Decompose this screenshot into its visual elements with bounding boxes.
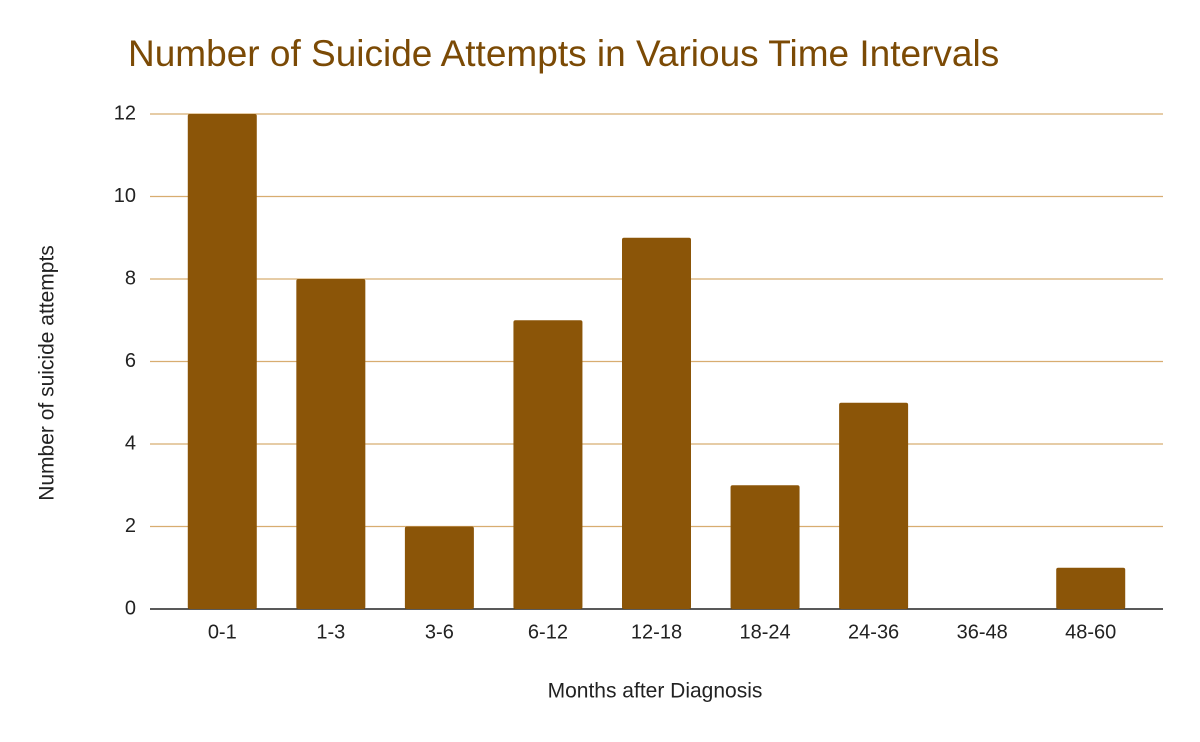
y-tick-label: 8 [125, 267, 136, 289]
x-tick-label: 36-48 [957, 621, 1008, 643]
x-axis-label: Months after Diagnosis [548, 680, 763, 703]
bar [513, 320, 583, 609]
bar [187, 114, 257, 609]
bar [296, 279, 366, 609]
y-tick-label: 2 [125, 515, 136, 537]
chart-title: Number of Suicide Attempts in Various Ti… [128, 33, 999, 74]
bar [839, 402, 909, 609]
x-tick-label: 18-24 [739, 621, 790, 643]
bar [730, 485, 800, 609]
y-tick-label: 0 [125, 597, 136, 619]
x-tick-label: 3-6 [425, 621, 454, 643]
x-tick-label: 24-36 [848, 621, 899, 643]
x-tick-label: 6-12 [528, 621, 568, 643]
y-tick-label: 4 [125, 432, 136, 454]
x-tick-label: 1-3 [316, 621, 345, 643]
bar [1056, 567, 1126, 609]
y-axis-label: Number of suicide attempts [36, 245, 59, 501]
y-tick-label: 6 [125, 350, 136, 372]
x-tick-label: 12-18 [631, 621, 682, 643]
x-tick-label: 0-1 [208, 621, 237, 643]
y-tick-label: 12 [114, 102, 136, 124]
bar [622, 237, 691, 609]
y-tick-label: 10 [114, 185, 136, 207]
x-tick-label: 48-60 [1065, 621, 1116, 643]
bar [404, 526, 474, 609]
